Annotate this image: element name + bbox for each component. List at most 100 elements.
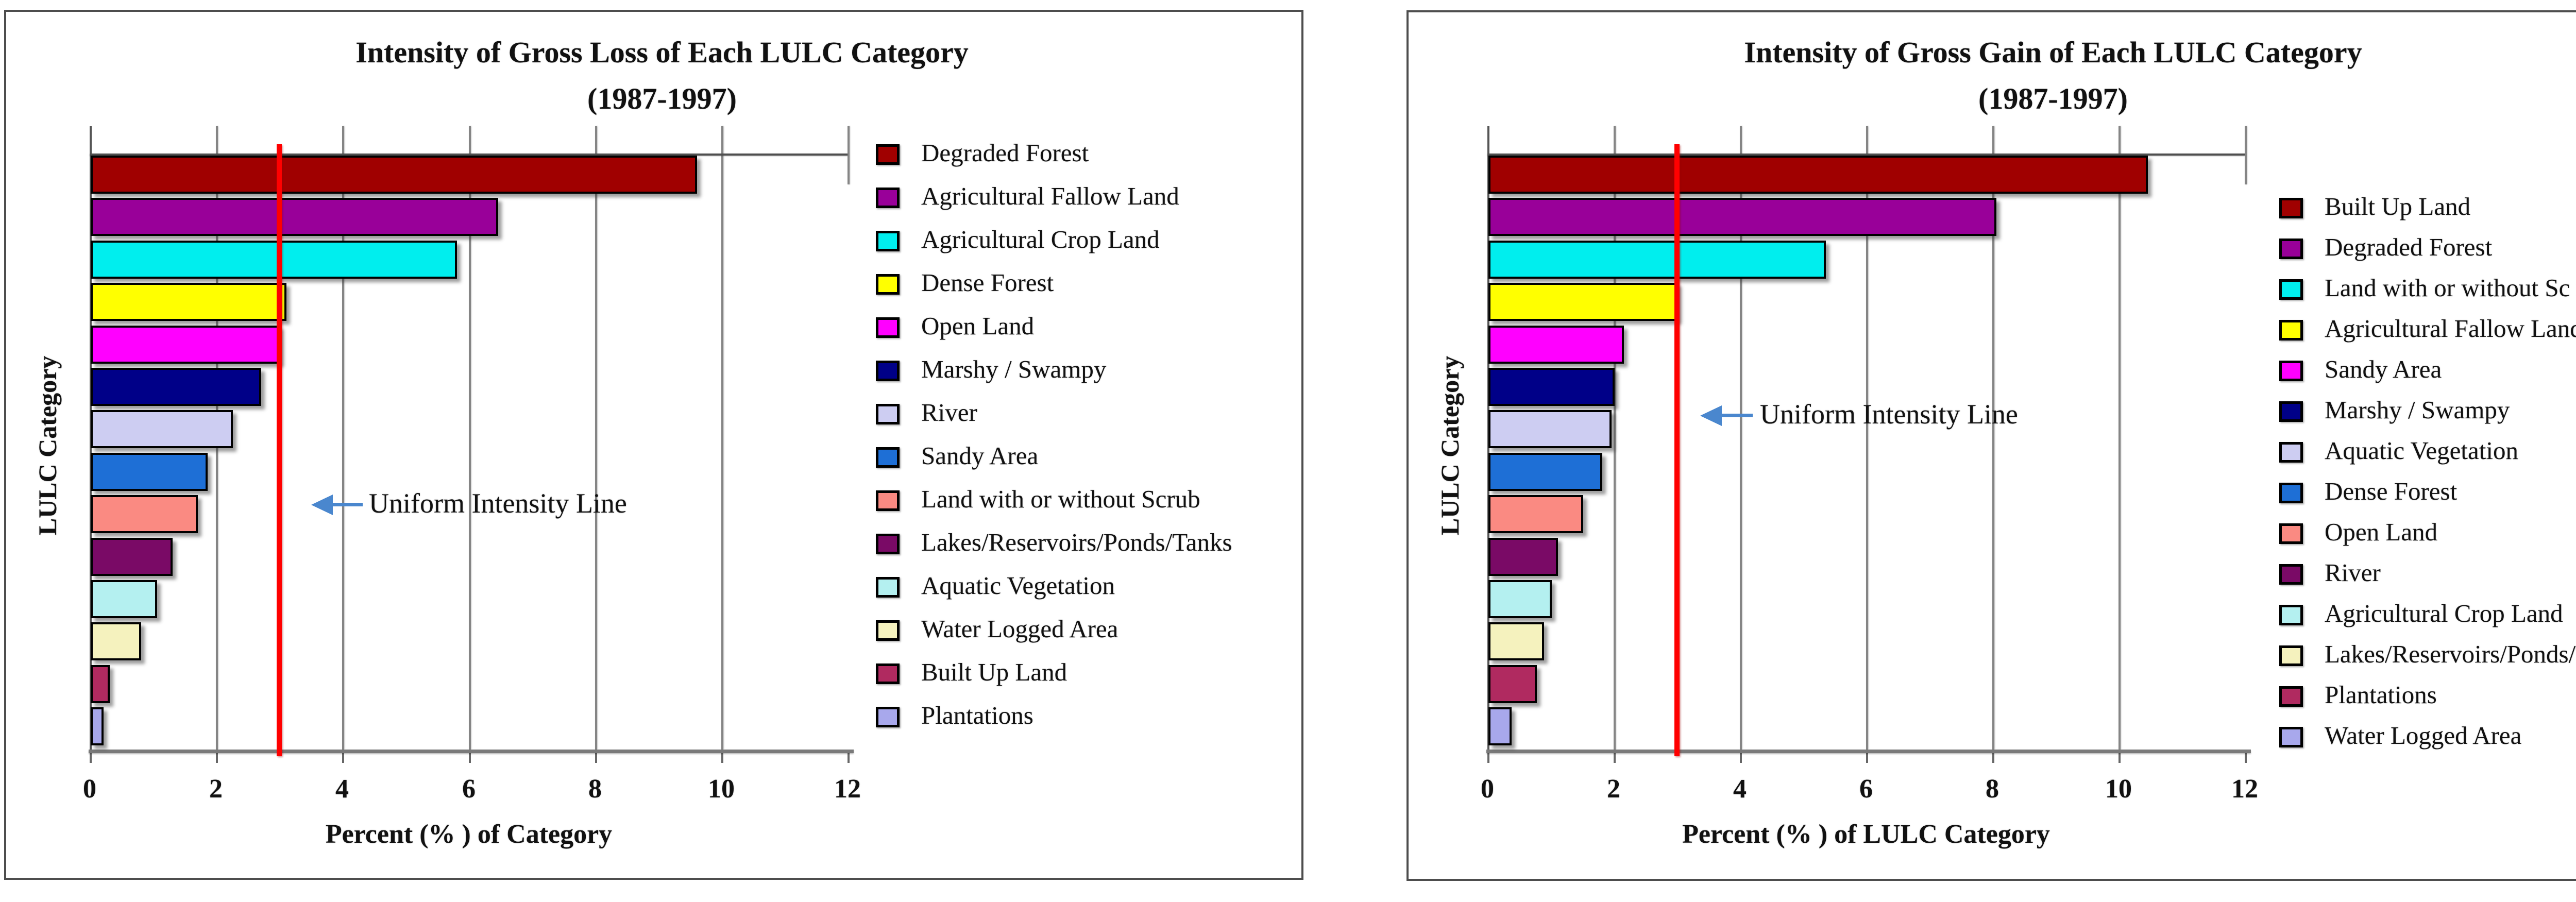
axis-tick: [1866, 750, 1868, 763]
bar: [91, 538, 173, 576]
legend-swatch: [876, 663, 900, 684]
legend-swatch: [876, 317, 900, 338]
bar: [1488, 156, 2148, 194]
gridline-stub: [2245, 126, 2247, 184]
axis-tick: [595, 750, 597, 763]
legend-label: Agricultural Crop Land: [2325, 599, 2563, 627]
legend-label: Aquatic Vegetation: [921, 571, 1115, 600]
bar: [1488, 495, 1583, 533]
bar: [1488, 453, 1602, 491]
legend-swatch: [2279, 239, 2303, 259]
legend-label: Marshy / Swampy: [2325, 396, 2510, 424]
chart-subtitle: (1987-1997): [1978, 82, 2128, 115]
legend-label: Sandy Area: [921, 441, 1039, 470]
axis-tick: [2245, 750, 2247, 763]
bar: [91, 707, 104, 745]
legend-label: Open Land: [921, 312, 1035, 340]
uniform-intensity-label: Uniform Intensity Line: [1760, 399, 2018, 430]
gridline: [1866, 126, 1868, 750]
x-axis-title: Percent (% ) of LULC Category: [1682, 820, 2050, 849]
x-tick-label: 12: [834, 774, 861, 804]
legend-swatch: [2279, 645, 2303, 666]
x-axis-title: Percent (% ) of Category: [325, 820, 613, 849]
bar: [91, 453, 208, 491]
bar: [1488, 665, 1537, 703]
chart-title: Intensity of Gross Gain of Each LULC Cat…: [1744, 36, 2362, 69]
x-tick-label: 4: [1733, 774, 1747, 804]
bar: [1488, 198, 1996, 236]
gridline: [1992, 126, 1994, 750]
x-tick-label: 10: [2105, 774, 2132, 804]
y-axis-title: LULC Category: [1435, 355, 1464, 536]
x-tick-label: 4: [335, 774, 349, 804]
plot-top-border: [90, 154, 848, 156]
x-tick-label: 0: [1481, 774, 1494, 804]
legend-swatch: [876, 404, 900, 424]
bar: [1488, 241, 1826, 279]
bar: [91, 665, 110, 703]
x-tick-label: 2: [209, 774, 223, 804]
gridline: [342, 126, 344, 750]
bar: [1488, 283, 1678, 321]
legend-swatch: [2279, 198, 2303, 218]
arrow-shaft: [1720, 414, 1753, 417]
axis-tick: [1487, 750, 1489, 763]
legend-swatch: [876, 447, 900, 468]
x-tick-label: 6: [462, 774, 476, 804]
legend-label: Dense Forest: [921, 268, 1054, 297]
x-tick-label: 6: [1859, 774, 1873, 804]
gridline: [1614, 126, 1616, 750]
legend-swatch: [876, 188, 900, 208]
legend-swatch: [2279, 442, 2303, 463]
legend-swatch: [876, 490, 900, 511]
x-tick-label: 10: [708, 774, 735, 804]
legend-swatch: [876, 620, 900, 641]
axis-tick: [1740, 750, 1742, 763]
axis-tick: [848, 750, 850, 763]
legend-label: Built Up Land: [921, 658, 1067, 686]
axis-tick: [1992, 750, 1994, 763]
gridline-stub: [848, 126, 850, 184]
legend-label: Sandy Area: [2325, 355, 2442, 383]
bar: [91, 241, 457, 279]
legend-label: Land with or without Scrub: [921, 485, 1200, 513]
legend-label: Water Logged Area: [2325, 721, 2522, 750]
legend-label: Built Up Land: [2325, 192, 2471, 220]
x-tick-label: 2: [1607, 774, 1620, 804]
bar: [1488, 707, 1512, 745]
legend-label: Plantations: [921, 701, 1033, 729]
arrow-shaft: [331, 503, 363, 506]
legend-label: Aquatic Vegetation: [2325, 436, 2519, 465]
legend-label: Degraded Forest: [2325, 233, 2493, 261]
legend-swatch: [2279, 564, 2303, 585]
axis-tick: [2119, 750, 2121, 763]
uniform-intensity-line: [1674, 144, 1680, 756]
axis-tick: [469, 750, 471, 763]
plot-top-border: [1487, 154, 2245, 156]
legend-label: Agricultural Fallow Land: [921, 182, 1179, 210]
bar: [1488, 580, 1552, 618]
bar: [91, 622, 141, 660]
legend-swatch: [2279, 483, 2303, 503]
legend-label: Plantations: [2325, 680, 2437, 709]
axis-tick: [342, 750, 344, 763]
bar: [91, 156, 697, 194]
bar: [91, 410, 233, 448]
bar: [91, 326, 280, 364]
legend-swatch: [2279, 320, 2303, 341]
legend-label: Lakes/Reservoirs/Ponds/Tanks: [2325, 640, 2576, 668]
legend-swatch: [2279, 279, 2303, 300]
legend-swatch: [876, 361, 900, 381]
value-axis-line: [1486, 750, 2251, 753]
bar: [1488, 326, 1624, 364]
uniform-intensity-line: [277, 144, 282, 756]
legend-label: Land with or without Sc rub: [2325, 274, 2576, 302]
x-tick-label: 8: [1986, 774, 1999, 804]
gridline: [469, 126, 471, 750]
value-axis-line: [89, 750, 854, 753]
legend-swatch: [2279, 605, 2303, 625]
gridline: [1740, 126, 1742, 750]
axis-tick: [721, 750, 723, 763]
legend-label: Agricultural Fallow Land: [2325, 314, 2576, 343]
